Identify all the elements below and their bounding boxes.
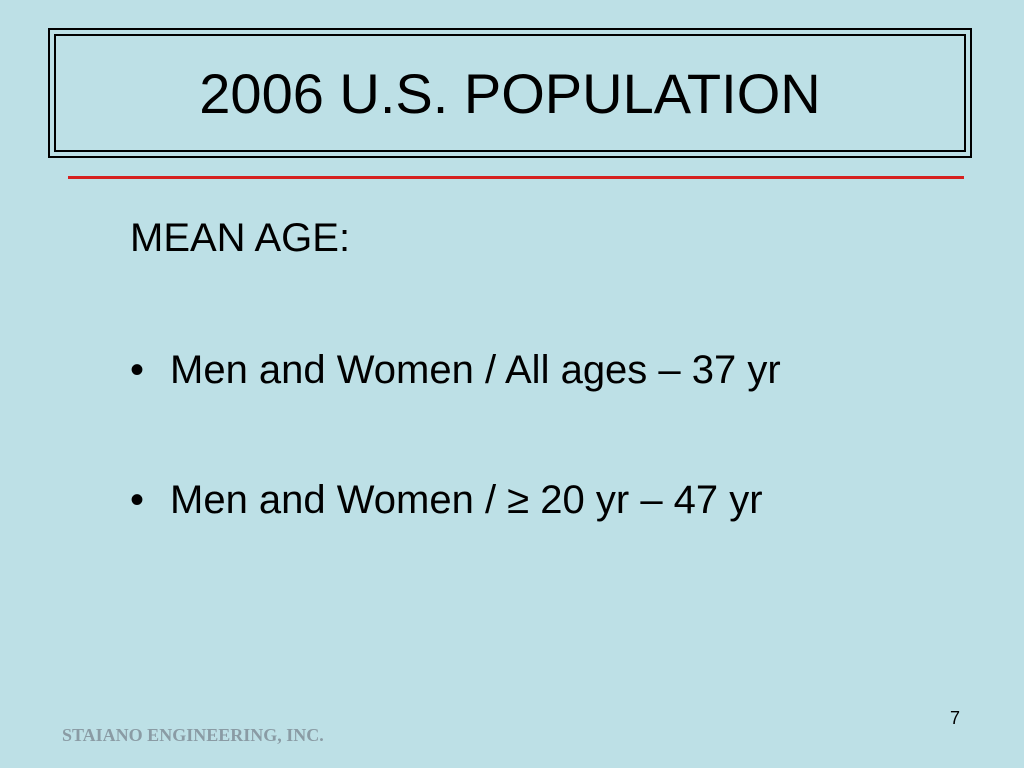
divider (68, 176, 964, 179)
page-number: 7 (950, 708, 961, 728)
title: 2006 U.S. POPULATION (54, 34, 966, 152)
footer: STAIANO ENGINEERING, INC. (62, 725, 324, 745)
bullet-text: Men and Women / ≥ 20 yr – 47 yr (170, 478, 763, 522)
bullet-dot: • (130, 348, 145, 392)
bullet-item: • Men and Women / ≥ 20 yr – 47 yr (130, 478, 763, 523)
bullet-item: • Men and Women / All ages – 37 yr (130, 348, 781, 393)
bullet-dot: • (130, 478, 145, 522)
heading: MEAN AGE: (130, 216, 351, 260)
bullet-text: Men and Women / All ages – 37 yr (170, 348, 781, 392)
title-frame: 2006 U.S. POPULATION (48, 28, 972, 158)
